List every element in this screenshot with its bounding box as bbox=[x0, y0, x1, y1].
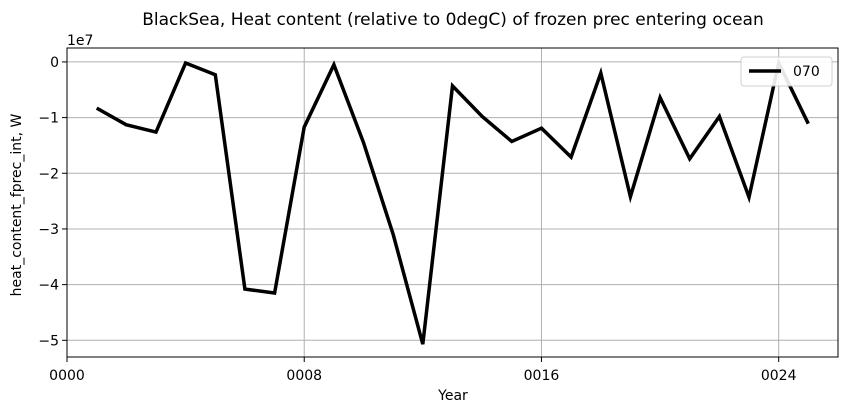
x-tick-label: 0024 bbox=[761, 368, 797, 384]
y-tick-label: −3 bbox=[38, 222, 59, 238]
x-tick-label: 0016 bbox=[524, 368, 560, 384]
series-layer bbox=[95, 57, 810, 345]
plot-frame bbox=[66, 47, 839, 358]
grid-lines bbox=[66, 48, 838, 357]
legend: 070 bbox=[740, 56, 833, 87]
y-axis-label: heat_content_fprec_int, W bbox=[9, 113, 25, 296]
legend-label-070: 070 bbox=[793, 64, 820, 80]
y-tick-label: −5 bbox=[38, 333, 59, 349]
series-line-070 bbox=[95, 57, 810, 345]
y-offset-label: 1e7 bbox=[67, 33, 93, 49]
y-tick-label: −1 bbox=[38, 111, 59, 127]
y-tick-label: −4 bbox=[38, 278, 59, 294]
axis-ticks: 0000 0008 0016 0024 0 −1 −2 −3 −4 −5 bbox=[38, 55, 796, 384]
y-tick-label: 0 bbox=[50, 55, 59, 71]
legend-box bbox=[740, 56, 833, 87]
x-axis-label: Year bbox=[437, 388, 468, 404]
x-tick-label: 0008 bbox=[286, 368, 322, 384]
chart-title: BlackSea, Heat content (relative to 0deg… bbox=[142, 10, 764, 30]
y-tick-label: −2 bbox=[38, 166, 59, 182]
x-tick-label: 0000 bbox=[49, 368, 85, 384]
